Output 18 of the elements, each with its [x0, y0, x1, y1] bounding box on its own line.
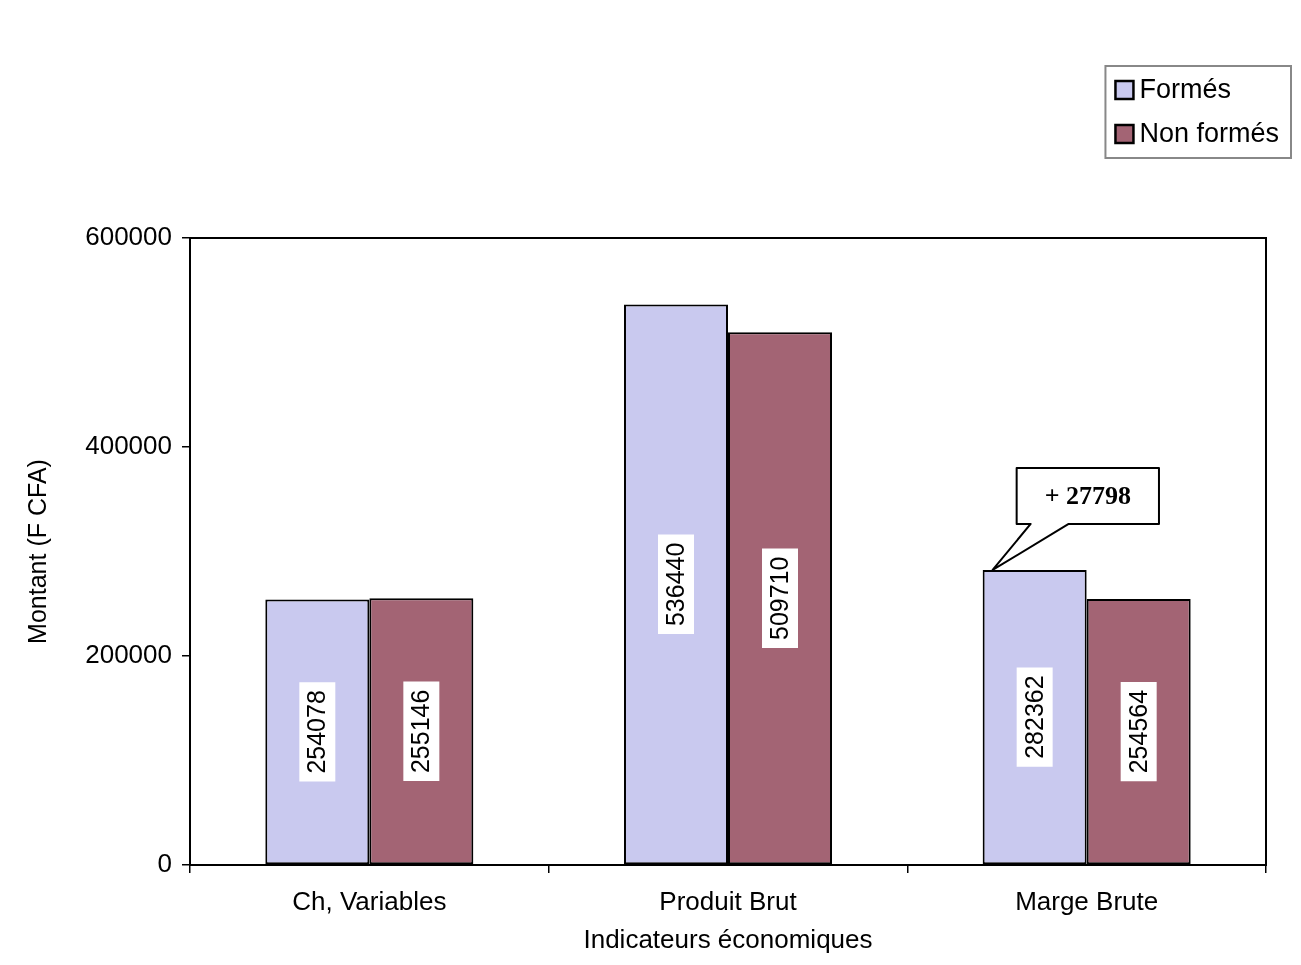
data-label: 254078 [302, 690, 331, 774]
y-tick-label: 200000 [85, 639, 172, 670]
data-label: 282362 [1019, 675, 1048, 759]
x-axis-title: Indicateurs économiques [583, 923, 873, 954]
legend-label: Formés [1139, 74, 1231, 105]
x-tick-label: Produit Brut [659, 885, 798, 916]
data-label: 509710 [764, 556, 793, 641]
y-tick-label: 0 [157, 848, 172, 879]
y-tick-label: 600000 [85, 221, 172, 252]
legend-label: Non formés [1139, 118, 1280, 149]
y-tick-label: 400000 [85, 430, 172, 461]
data-label: 254564 [1123, 689, 1152, 774]
annotation: + 27798 [1044, 480, 1131, 510]
data-label: 536440 [660, 542, 689, 627]
data-label: 255146 [406, 689, 435, 774]
x-tick-label: Marge Brute [1015, 885, 1159, 916]
y-axis-title: Montant (F CFA) [22, 459, 51, 644]
x-tick-label: Ch, Variables [292, 885, 447, 916]
